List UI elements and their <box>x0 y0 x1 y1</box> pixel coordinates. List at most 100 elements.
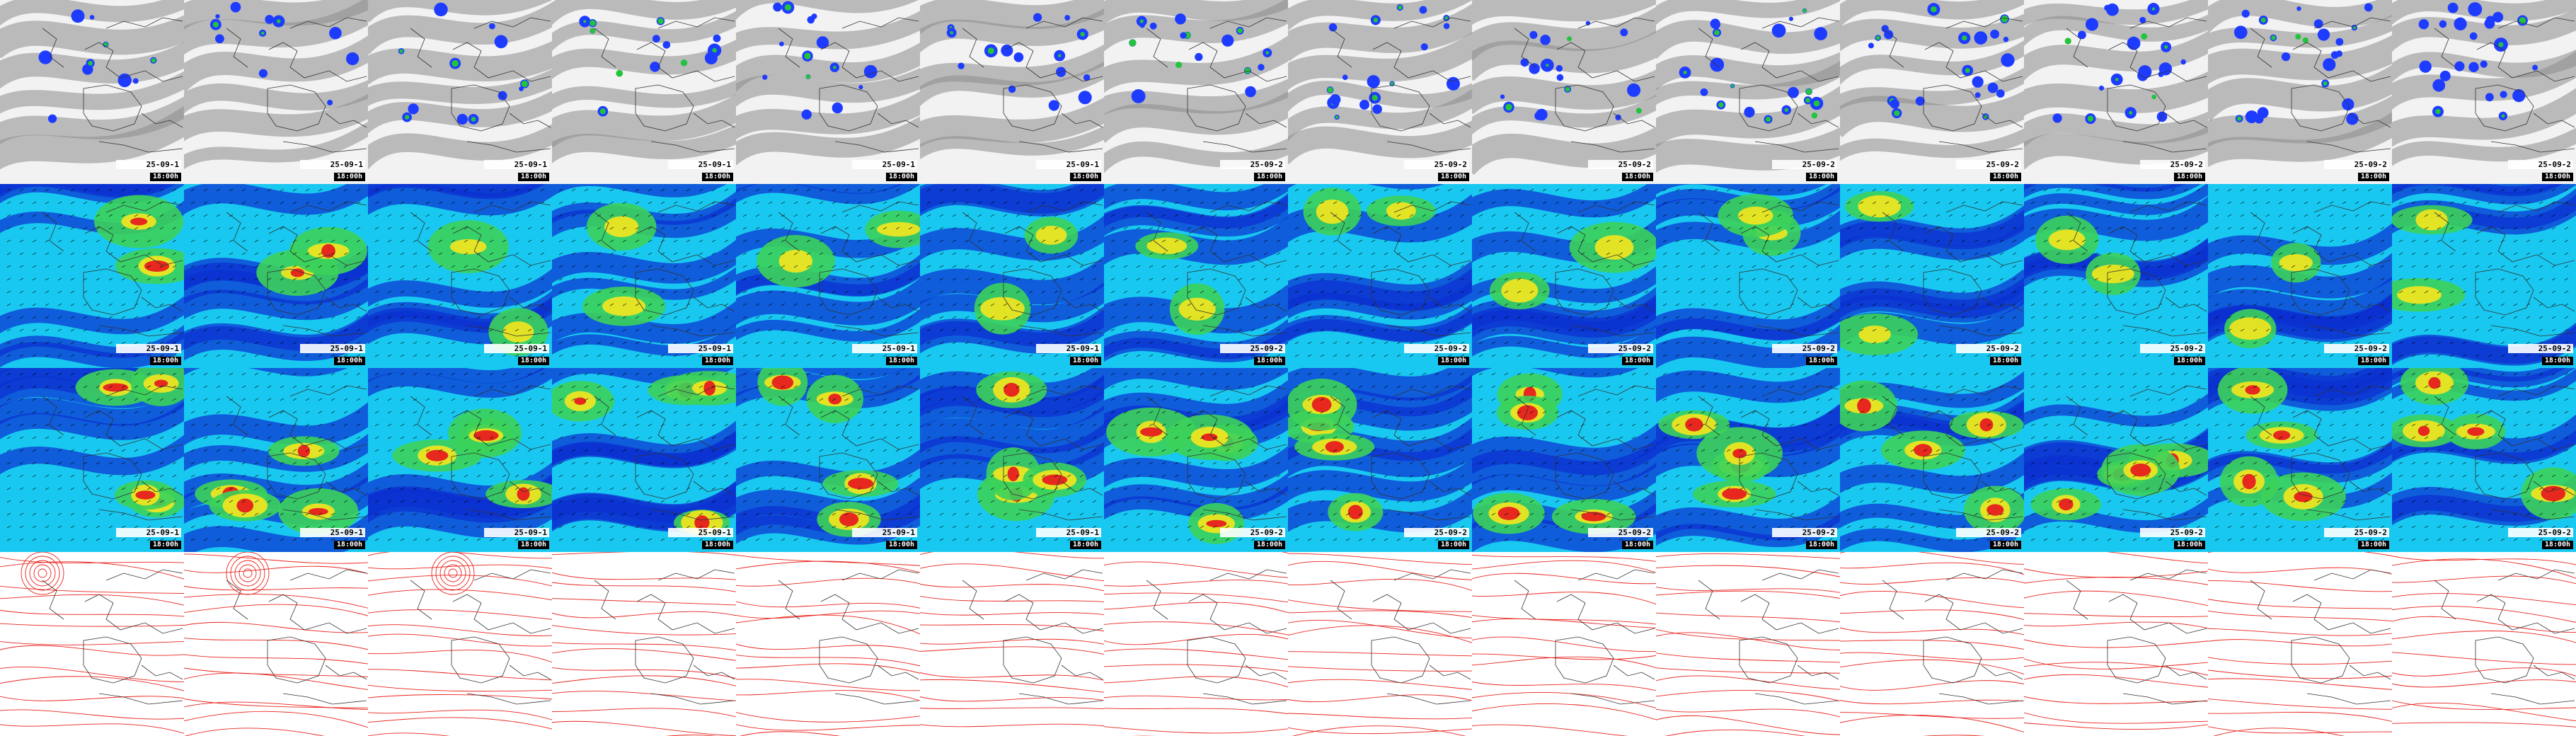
wind-low-level-map-image <box>552 184 736 368</box>
forecast-run-label: 18:00h <box>1989 173 2021 181</box>
forecast-run-label: 18:00h <box>1069 541 1101 549</box>
cloud-cover-map-image <box>1472 0 1656 184</box>
wind-low-level-map-panel: 25-09-2 18:00h <box>2392 184 2576 368</box>
wind-upper-level-map-image <box>1288 368 1472 552</box>
forecast-time-stamp: 25-09-1 18:00h <box>1036 344 1101 365</box>
pressure-isobars-map-panel <box>2392 552 2576 736</box>
pressure-isobars-map-image <box>1840 552 2024 736</box>
forecast-time-stamp: 25-09-1 18:00h <box>300 528 365 549</box>
forecast-date-label: 25-09-2 <box>2324 528 2389 537</box>
cloud-cover-map-image <box>2024 0 2208 184</box>
wind-upper-level-map-image <box>1840 368 2024 552</box>
wind-upper-level-map-panel: 25-09-1 18:00h <box>736 368 920 552</box>
cloud-cover-map-panel: 25-09-1 18:00h <box>0 0 184 184</box>
wind-low-level-map-image <box>2392 184 2576 368</box>
forecast-date-label: 25-09-2 <box>2324 344 2389 353</box>
cloud-cover-map-image <box>1840 0 2024 184</box>
wind-upper-level-map-image <box>552 368 736 552</box>
pressure-isobars-map-panel <box>1104 552 1288 736</box>
forecast-run-label: 18:00h <box>517 357 549 365</box>
cloud-cover-map-image <box>1288 0 1472 184</box>
wind-upper-level-map-image <box>736 368 920 552</box>
wind-upper-level-map-image <box>1656 368 1840 552</box>
forecast-run-label: 18:00h <box>1437 173 1469 181</box>
pressure-isobars-map-panel <box>0 552 184 736</box>
pressure-isobars-map-panel <box>552 552 736 736</box>
wind-upper-level-map-panel: 25-09-1 18:00h <box>920 368 1104 552</box>
forecast-time-stamp: 25-09-1 18:00h <box>668 528 733 549</box>
forecast-date-label: 25-09-2 <box>2324 160 2389 169</box>
forecast-date-label: 25-09-2 <box>2140 160 2205 169</box>
forecast-run-label: 18:00h <box>1805 357 1837 365</box>
forecast-date-label: 25-09-1 <box>484 528 549 537</box>
pressure-isobars-map-image <box>1104 552 1288 736</box>
forecast-date-label: 25-09-2 <box>1772 160 1837 169</box>
cloud-cover-map-panel: 25-09-2 18:00h <box>2208 0 2392 184</box>
wind-low-level-map-image <box>0 184 184 368</box>
forecast-date-label: 25-09-1 <box>484 160 549 169</box>
forecast-date-label: 25-09-1 <box>852 160 917 169</box>
forecast-date-label: 25-09-2 <box>2508 160 2573 169</box>
pressure-isobars-map-panel <box>1840 552 2024 736</box>
cloud-cover-map-image <box>368 0 552 184</box>
forecast-date-label: 25-09-2 <box>1404 160 1469 169</box>
cloud-cover-map-panel: 25-09-2 18:00h <box>1840 0 2024 184</box>
forecast-date-label: 25-09-2 <box>2508 344 2573 353</box>
forecast-run-label: 18:00h <box>885 173 917 181</box>
forecast-date-label: 25-09-1 <box>1036 344 1101 353</box>
forecast-time-stamp: 25-09-2 18:00h <box>1220 528 1285 549</box>
forecast-run-label: 18:00h <box>517 173 549 181</box>
wind-upper-level-map-image <box>920 368 1104 552</box>
forecast-run-label: 18:00h <box>1621 541 1653 549</box>
forecast-date-label: 25-09-2 <box>1220 528 1285 537</box>
forecast-time-stamp: 25-09-2 18:00h <box>2140 528 2205 549</box>
forecast-time-stamp: 25-09-2 18:00h <box>2508 528 2573 549</box>
wind-low-level-map-image <box>1656 184 1840 368</box>
forecast-date-label: 25-09-1 <box>116 160 181 169</box>
pressure-isobars-map-image <box>1472 552 1656 736</box>
wind-low-level-map-panel: 25-09-1 18:00h <box>184 184 368 368</box>
forecast-run-label: 18:00h <box>149 357 181 365</box>
wind-low-level-map-panel: 25-09-1 18:00h <box>920 184 1104 368</box>
forecast-run-label: 18:00h <box>1069 357 1101 365</box>
forecast-time-stamp: 25-09-1 18:00h <box>668 160 733 181</box>
forecast-date-label: 25-09-1 <box>300 160 365 169</box>
cloud-cover-map-image <box>1104 0 1288 184</box>
cloud-cover-map-image <box>0 0 184 184</box>
wind-upper-level-map-panel: 25-09-2 18:00h <box>1472 368 1656 552</box>
wind-low-level-map-panel: 25-09-2 18:00h <box>2208 184 2392 368</box>
forecast-run-label: 18:00h <box>1437 541 1469 549</box>
forecast-run-label: 18:00h <box>1621 357 1653 365</box>
forecast-date-label: 25-09-2 <box>1404 528 1469 537</box>
pressure-isobars-map-image <box>0 552 184 736</box>
pressure-isobars-map-image <box>552 552 736 736</box>
forecast-date-label: 25-09-1 <box>484 344 549 353</box>
cloud-cover-map-panel: 25-09-2 18:00h <box>2024 0 2208 184</box>
forecast-run-label: 18:00h <box>2541 173 2573 181</box>
wind-upper-level-map-panel: 25-09-2 18:00h <box>2208 368 2392 552</box>
cloud-cover-map-panel: 25-09-1 18:00h <box>184 0 368 184</box>
wind-low-level-map-image <box>1472 184 1656 368</box>
forecast-time-stamp: 25-09-2 18:00h <box>1220 160 1285 181</box>
forecast-run-label: 18:00h <box>2173 357 2205 365</box>
wind-upper-level-map-panel: 25-09-2 18:00h <box>1840 368 2024 552</box>
cloud-cover-map-panel: 25-09-1 18:00h <box>552 0 736 184</box>
forecast-time-stamp: 25-09-1 18:00h <box>852 528 917 549</box>
cloud-cover-map-panel: 25-09-1 18:00h <box>368 0 552 184</box>
forecast-time-stamp: 25-09-2 18:00h <box>1772 160 1837 181</box>
wind-upper-level-map-panel: 25-09-2 18:00h <box>2024 368 2208 552</box>
forecast-run-label: 18:00h <box>1805 173 1837 181</box>
forecast-date-label: 25-09-2 <box>1588 344 1653 353</box>
cloud-cover-map-image <box>184 0 368 184</box>
wind-low-level-map-image <box>920 184 1104 368</box>
forecast-date-label: 25-09-1 <box>300 344 365 353</box>
forecast-date-label: 25-09-1 <box>668 344 733 353</box>
forecast-time-stamp: 25-09-1 18:00h <box>668 344 733 365</box>
forecast-run-label: 18:00h <box>2357 173 2389 181</box>
forecast-date-label: 25-09-1 <box>852 528 917 537</box>
cloud-cover-map-panel: 25-09-2 18:00h <box>1656 0 1840 184</box>
wind-low-level-map-image <box>2208 184 2392 368</box>
forecast-time-stamp: 25-09-1 18:00h <box>300 160 365 181</box>
forecast-time-stamp: 25-09-2 18:00h <box>2324 528 2389 549</box>
forecast-run-label: 18:00h <box>701 541 733 549</box>
